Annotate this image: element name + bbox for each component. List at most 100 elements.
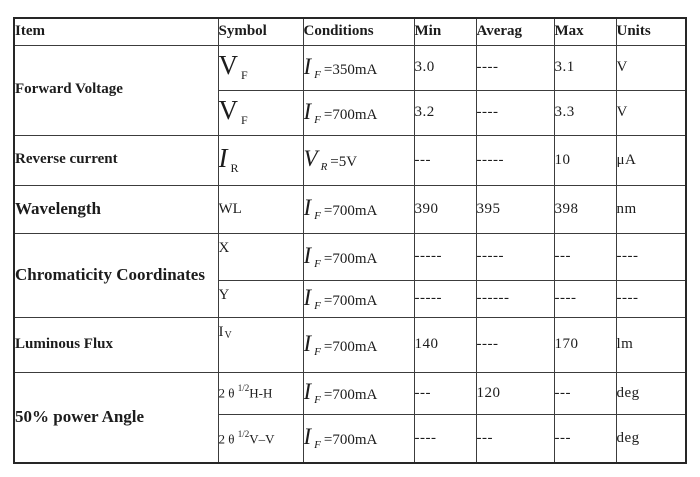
table-row: Wavelength WL I F =700mA 390 395 398 nm — [13, 184, 687, 234]
condition-subscript: F — [314, 257, 321, 270]
averag-cell: ---- — [475, 316, 555, 373]
col-header-max: Max — [553, 17, 617, 46]
col-header-averag: Averag — [475, 17, 555, 46]
min-cell: ----- — [413, 232, 477, 281]
symbol-suffix: H-H — [249, 385, 273, 401]
averag-cell: ---- — [475, 89, 555, 136]
averag-cell: 395 — [475, 184, 555, 234]
conditions-cell: I F =350mA — [302, 44, 415, 91]
col-header-conditions: Conditions — [302, 17, 415, 46]
units-cell: V — [615, 44, 687, 91]
symbol-text: X — [218, 239, 230, 256]
symbol-cell: 2 θ 1/2H-H — [217, 371, 304, 415]
spec-table: Item Symbol Conditions Min Averag Max Un… — [13, 17, 687, 464]
condition-subscript: F — [314, 210, 321, 222]
condition-value: =700mA — [323, 203, 378, 219]
averag-cell: ----- — [475, 134, 555, 186]
averag-cell: ---- — [475, 44, 555, 91]
units-cell: V — [615, 89, 687, 136]
symbol-suffix: V–V — [249, 430, 275, 446]
condition-value: =700mA — [323, 432, 378, 449]
units-cell: nm — [615, 184, 687, 234]
min-cell: ----- — [413, 279, 477, 318]
item-cell: Reverse current — [13, 134, 219, 186]
item-cell: Luminous Flux — [13, 316, 219, 373]
symbol-cell: X — [217, 232, 304, 281]
table-row: Y I F =700mA ----- ------ ---- ---- — [14, 279, 687, 318]
max-cell: --- — [553, 371, 617, 415]
max-cell: 170 — [553, 316, 617, 373]
min-cell: --- — [413, 371, 477, 415]
item-cell: Forward Voltage — [13, 44, 219, 136]
condition-subscript: F — [314, 299, 321, 312]
conditions-cell: I F =700mA — [302, 232, 415, 281]
symbol-base: V — [218, 95, 238, 125]
min-cell: 390 — [413, 184, 477, 234]
condition-symbol: I — [303, 379, 312, 404]
condition-subscript: F — [314, 394, 321, 406]
symbol-superscript: 1/2 — [237, 428, 250, 439]
condition-value: =700mA — [323, 387, 378, 403]
min-cell: --- — [413, 134, 477, 186]
symbol-prefix: 2 θ — [218, 385, 238, 401]
conditions-cell: I F =700mA — [302, 316, 415, 373]
symbol-subscript: V — [224, 329, 232, 341]
symbol-text: Y — [218, 286, 230, 303]
averag-cell: ------ — [475, 279, 555, 318]
item-cell: Wavelength — [13, 184, 219, 234]
condition-symbol: I — [303, 98, 312, 124]
units-cell: lm — [615, 316, 687, 373]
condition-symbol: I — [303, 424, 312, 450]
table-row: 2 θ 1/2V–V I F =700mA ---- --- --- deg — [14, 413, 687, 464]
max-cell: 10 — [553, 134, 617, 186]
min-cell: ---- — [413, 413, 477, 464]
symbol-cell: WL — [217, 184, 304, 234]
symbol-base: I — [218, 323, 224, 340]
averag-cell: --- — [475, 413, 555, 464]
condition-value: =350mA — [323, 61, 378, 78]
condition-symbol: V — [303, 146, 318, 171]
min-cell: 140 — [413, 316, 477, 373]
condition-value: =700mA — [323, 338, 378, 355]
symbol-superscript: 1/2 — [237, 383, 250, 394]
condition-symbol: I — [303, 242, 312, 268]
conditions-cell: I F =700mA — [302, 413, 415, 464]
max-cell: ---- — [553, 279, 617, 318]
table-row: Reverse current I R V R =5V --- ----- 10 μA — [13, 134, 687, 186]
col-header-min: Min — [413, 17, 477, 46]
condition-subscript: F — [314, 113, 321, 126]
header-row: Item Symbol Conditions Min Averag Max Un… — [13, 17, 687, 46]
item-cell: Chromaticity Coordinates — [13, 232, 219, 318]
units-cell: μA — [615, 134, 687, 186]
col-header-item: Item — [13, 17, 219, 46]
conditions-cell: I F =700mA — [302, 371, 415, 415]
conditions-cell: V R =5V — [302, 134, 415, 186]
item-cell: 50% power Angle — [13, 371, 219, 464]
units-cell: deg — [615, 371, 687, 415]
table-row: Forward Voltage V F I F =350mA 3.0 ---- 3.1 V — [13, 44, 687, 136]
min-cell: 3.2 — [413, 89, 477, 136]
max-cell: 3.3 — [553, 89, 617, 136]
condition-subscript: F — [314, 439, 321, 452]
condition-subscript: F — [314, 68, 321, 81]
symbol-cell: IV — [217, 316, 304, 373]
col-header-symbol: Symbol — [217, 17, 304, 46]
max-cell: --- — [553, 413, 617, 464]
units-cell: ---- — [615, 232, 687, 281]
conditions-cell: I F =700mA — [302, 279, 415, 318]
col-header-units: Units — [615, 17, 687, 46]
condition-symbol: I — [303, 284, 312, 310]
condition-value: =700mA — [323, 292, 378, 309]
table-row: Chromaticity Coordinates X I F =700mA ----- --… — [13, 232, 687, 318]
symbol-base: V — [218, 50, 238, 80]
averag-cell: 120 — [475, 371, 555, 415]
units-cell: deg — [615, 413, 687, 464]
table-body: Forward Voltage V F I F =350mA 3.0 ---- 3.1 V V F I F… — [13, 44, 687, 464]
condition-symbol: I — [303, 195, 312, 220]
condition-value: =5V — [330, 154, 358, 170]
symbol-subscript: R — [230, 160, 239, 175]
symbol-base: I — [218, 142, 228, 173]
